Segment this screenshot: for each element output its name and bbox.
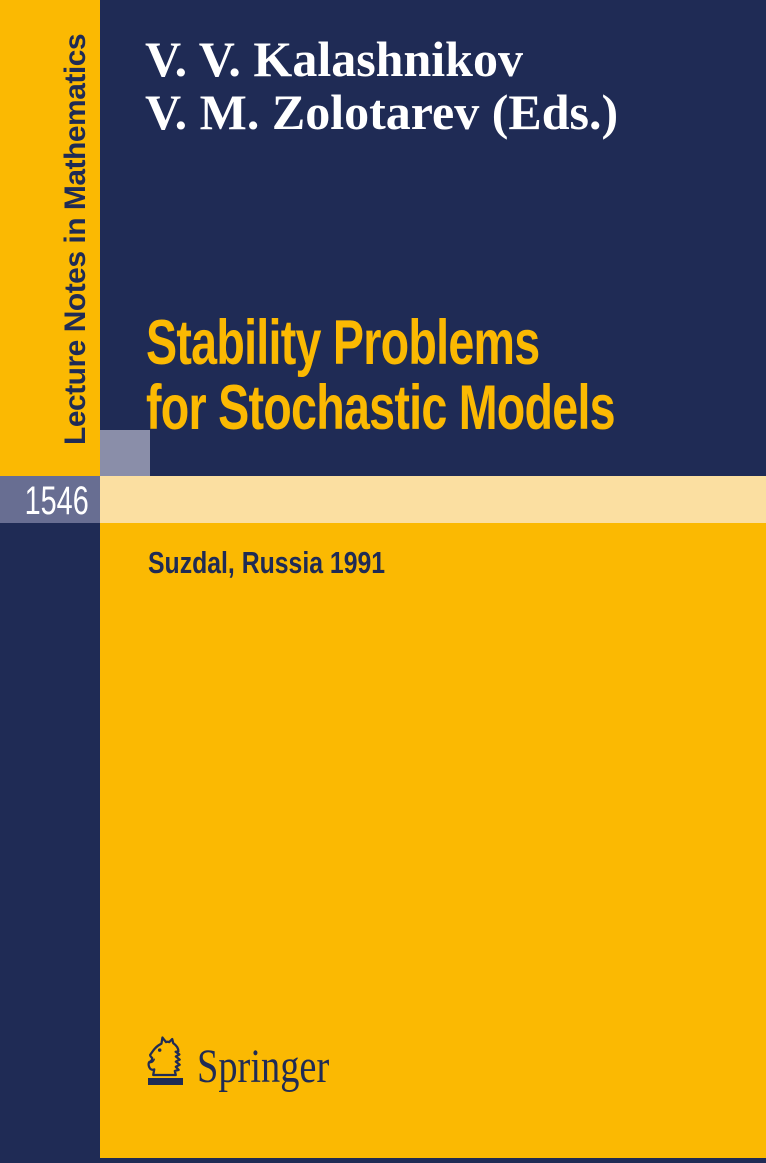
decorative-corner-square: [100, 430, 150, 476]
book-title: Stability Problems for Stochastic Models: [146, 308, 616, 443]
title-line-1: Stability Problems: [146, 308, 540, 378]
authors-block: V. V. Kalashnikov V. M. Zolotarev (Eds.): [145, 33, 618, 139]
series-title-vertical: Lecture Notes in Mathematics: [59, 33, 92, 445]
subtitle: Suzdal, Russia 1991: [148, 545, 386, 580]
springer-logo-underline: [148, 1078, 183, 1085]
springer-horse-logo-icon: [147, 1036, 181, 1077]
title-line-2: for Stochastic Models: [146, 373, 616, 443]
volume-band: [0, 476, 100, 523]
spine-strip-yellow: [0, 0, 100, 476]
spine-strip-navy: [0, 523, 100, 1163]
bottom-edge-strip: [0, 1158, 766, 1163]
author-line-2: V. M. Zolotarev (Eds.): [145, 84, 619, 140]
author-line-1: V. V. Kalashnikov: [145, 31, 523, 87]
header-panel: [100, 0, 766, 476]
highlight-band: [100, 476, 766, 523]
volume-number: 1546: [24, 479, 89, 523]
body-panel: [100, 523, 766, 1163]
publisher-wordmark: Springer: [197, 1040, 330, 1093]
